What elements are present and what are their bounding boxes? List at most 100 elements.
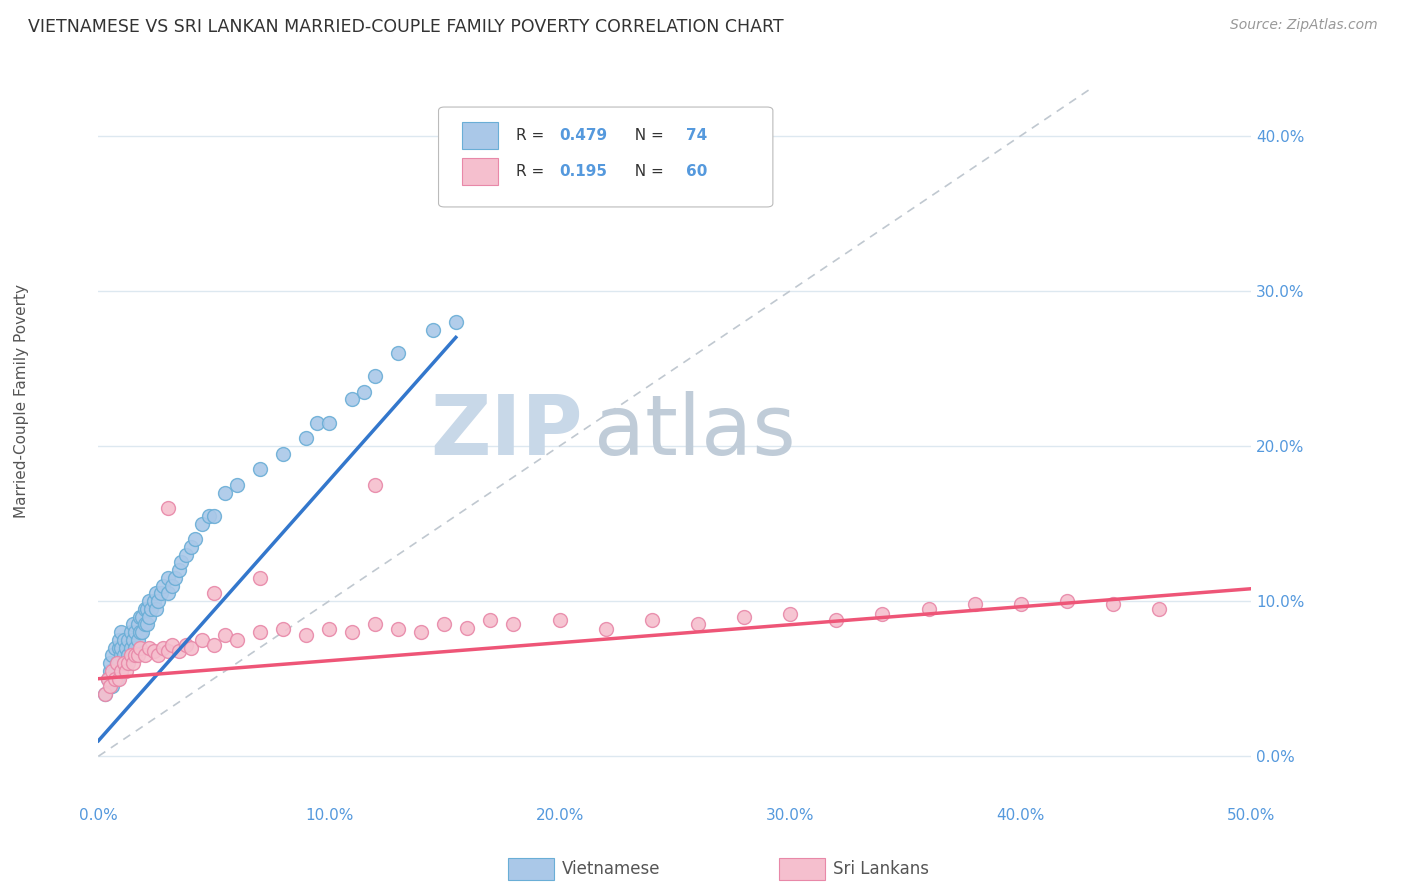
Point — [129, 609, 152, 624]
Point — [191, 516, 214, 531]
Point — [138, 609, 160, 624]
Point — [149, 586, 172, 600]
Point — [129, 625, 152, 640]
Point — [963, 597, 986, 611]
Point — [198, 508, 221, 523]
Point — [225, 477, 247, 491]
Point — [422, 323, 444, 337]
Text: Source: ZipAtlas.com: Source: ZipAtlas.com — [1230, 18, 1378, 32]
Point — [110, 648, 132, 663]
Point — [214, 628, 236, 642]
Point — [167, 644, 190, 658]
Point — [94, 687, 117, 701]
Point — [387, 622, 409, 636]
Point — [595, 622, 617, 636]
Point — [110, 664, 132, 678]
Point — [108, 640, 131, 655]
Point — [353, 384, 375, 399]
Text: R =: R = — [516, 128, 548, 143]
Point — [271, 447, 294, 461]
Point — [112, 656, 135, 670]
Text: R =: R = — [516, 164, 548, 178]
Point — [191, 632, 214, 647]
Point — [98, 656, 121, 670]
Point — [340, 625, 363, 640]
Point — [180, 640, 202, 655]
Point — [117, 656, 139, 670]
Point — [249, 625, 271, 640]
Point — [156, 644, 179, 658]
Point — [184, 532, 207, 546]
Point — [160, 579, 183, 593]
Point — [1147, 602, 1170, 616]
Text: 74: 74 — [686, 128, 707, 143]
Point — [120, 648, 142, 663]
Point — [202, 586, 225, 600]
Point — [156, 571, 179, 585]
Bar — [508, 858, 554, 880]
Point — [917, 602, 939, 616]
Point — [115, 656, 138, 670]
Point — [174, 548, 197, 562]
Point — [103, 640, 125, 655]
Text: 0.195: 0.195 — [560, 164, 607, 178]
Point — [307, 416, 329, 430]
Point — [202, 638, 225, 652]
Point — [295, 431, 318, 445]
Point — [167, 563, 190, 577]
Point — [97, 672, 120, 686]
Point — [1056, 594, 1078, 608]
Point — [117, 648, 139, 663]
Point — [124, 640, 146, 655]
Point — [148, 594, 170, 608]
Point — [214, 485, 236, 500]
Point — [872, 607, 894, 621]
Point — [170, 555, 193, 569]
Text: N =: N = — [626, 128, 669, 143]
Point — [120, 640, 142, 655]
Point — [142, 594, 165, 608]
Point — [124, 625, 146, 640]
Point — [120, 625, 142, 640]
Bar — [779, 858, 825, 880]
Point — [733, 609, 755, 624]
Point — [340, 392, 363, 407]
Point — [103, 664, 125, 678]
Point — [180, 540, 202, 554]
Point — [152, 579, 174, 593]
Point — [134, 648, 156, 663]
Point — [98, 680, 121, 694]
Point — [122, 617, 145, 632]
Point — [112, 632, 135, 647]
Text: 60: 60 — [686, 164, 707, 178]
Point — [110, 664, 132, 678]
Text: Married-Couple Family Poverty: Married-Couple Family Poverty — [14, 285, 28, 518]
Point — [271, 622, 294, 636]
Point — [411, 625, 433, 640]
Text: Vietnamese: Vietnamese — [562, 860, 661, 878]
Point — [105, 656, 128, 670]
Point — [225, 632, 247, 647]
Point — [825, 613, 848, 627]
Point — [160, 638, 183, 652]
Text: Sri Lankans: Sri Lankans — [832, 860, 929, 878]
Point — [152, 640, 174, 655]
Point — [97, 672, 120, 686]
Point — [444, 315, 467, 329]
Point — [456, 620, 478, 634]
Point — [122, 648, 145, 663]
Point — [142, 644, 165, 658]
Point — [110, 640, 132, 655]
Point — [433, 617, 456, 632]
Point — [148, 648, 170, 663]
Point — [779, 607, 801, 621]
Point — [686, 617, 709, 632]
Point — [202, 508, 225, 523]
Point — [295, 628, 318, 642]
Point — [156, 586, 179, 600]
Point — [318, 622, 340, 636]
Point — [103, 672, 125, 686]
Point — [101, 648, 124, 663]
Point — [122, 632, 145, 647]
Point — [641, 613, 664, 627]
